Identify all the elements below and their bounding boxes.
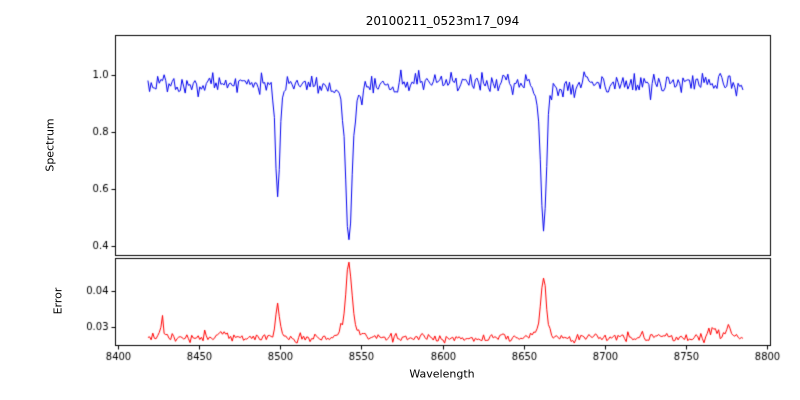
y-axis-label-spectrum: Spectrum [43, 118, 57, 172]
x-axis-label: Wavelength [409, 367, 475, 381]
chart-title: 20100211_0523m17_094 [365, 14, 520, 28]
y-axis-label-error: Error [51, 287, 65, 315]
